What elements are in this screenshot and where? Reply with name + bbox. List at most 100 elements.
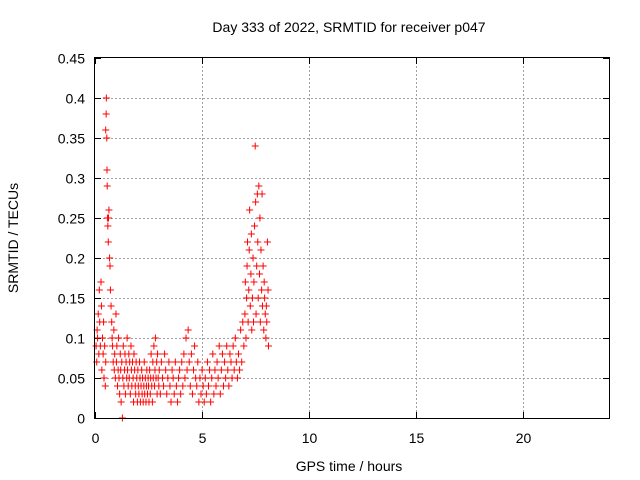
data-point [160,382,168,390]
data-point [198,366,206,374]
data-point [97,302,105,310]
data-point [162,366,170,374]
data-point [100,374,108,382]
data-point [98,366,106,374]
data-point [263,238,271,246]
y-tick-label: 0.05 [58,371,85,387]
data-point [207,398,215,406]
data-point [233,374,241,382]
data-point [249,318,257,326]
data-point [262,302,270,310]
data-point [252,310,260,318]
data-point [156,390,164,398]
y-tick-label: 0 [77,411,85,427]
data-point [208,374,216,382]
data-point [119,342,127,350]
data-point [247,230,255,238]
grid-lines [95,58,609,418]
y-tick-labels: 0 0.05 0.1 0.15 0.2 0.25 0.3 0.35 0.4 0.45 [58,51,85,427]
data-point [260,326,268,334]
data-point [181,374,189,382]
data-point [241,278,249,286]
data-point [257,246,265,254]
data-point [256,318,264,326]
data-point [249,254,257,262]
y-tick-label: 0.1 [66,331,86,347]
data-point [255,182,263,190]
data-point [104,238,112,246]
data-point [245,246,253,254]
data-point [205,382,213,390]
data-point [246,302,254,310]
data-point [104,214,112,222]
data-point [223,342,231,350]
data-point [194,358,202,366]
data-point [201,374,209,382]
x-tick-label: 0 [92,430,100,446]
data-point [183,366,191,374]
data-point [242,334,250,342]
data-point [234,350,242,358]
data-point [263,318,271,326]
data-point [246,206,254,214]
data-point [262,334,270,342]
data-point [150,342,158,350]
data-point [155,366,163,374]
data-point [106,254,114,262]
data-point [237,326,245,334]
data-point [245,286,253,294]
data-point [259,262,267,270]
data-point [151,334,159,342]
data-point [113,382,121,390]
data-point [165,358,173,366]
data-point [103,182,111,190]
data-point [251,222,259,230]
data-point [175,374,183,382]
data-point [172,382,180,390]
data-point [161,350,169,358]
data-point [241,310,249,318]
data-point [173,398,181,406]
plot-frame [94,57,610,419]
data-point [213,358,221,366]
data-point [101,382,109,390]
data-point [97,278,105,286]
data-point [236,366,244,374]
y-axis-label: SRMTID / TECUs [5,183,21,293]
data-point [180,350,188,358]
data-point [187,350,195,358]
data-point [154,350,162,358]
data-point [170,390,178,398]
data-point [102,126,110,134]
data-point [108,334,116,342]
y-tick-label: 0.25 [58,211,85,227]
y-tick-label: 0.15 [58,291,85,307]
data-point [211,366,219,374]
data-point [184,326,192,334]
data-point [254,238,262,246]
data-point [218,350,226,358]
data-point [191,342,199,350]
data-point [185,358,193,366]
y-tick-label: 0.4 [66,91,86,107]
x-tick-label: 10 [302,430,318,446]
data-point [98,334,106,342]
data-point [112,310,120,318]
data-point [102,110,110,118]
data-point [186,382,194,390]
data-point [243,262,251,270]
data-point [108,318,116,326]
data-point [224,366,232,374]
data-point [100,318,108,326]
x-tick-label: 5 [199,430,207,446]
data-point [209,350,217,358]
data-point [200,398,208,406]
data-point [256,214,264,222]
data-point [203,358,211,366]
data-point [202,390,210,398]
data-point [171,358,179,366]
data-point [103,166,111,174]
data-point [210,390,218,398]
data-point [113,342,121,350]
